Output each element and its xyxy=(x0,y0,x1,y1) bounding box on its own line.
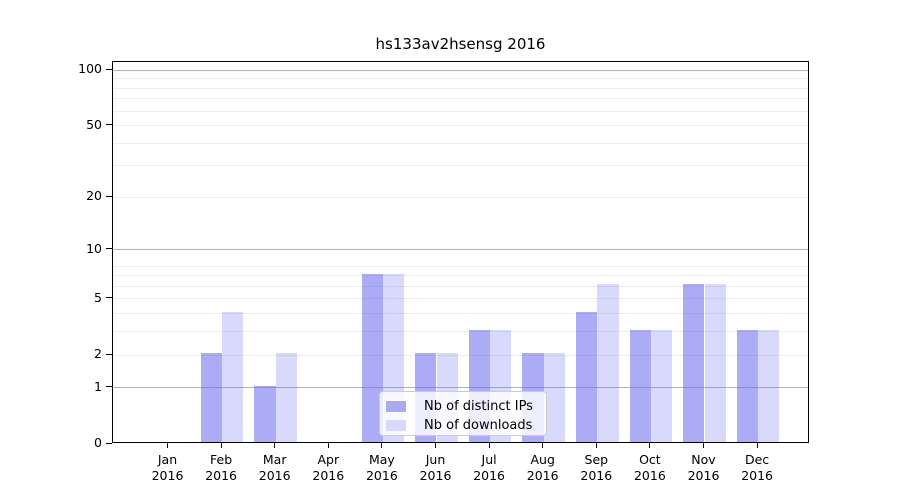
x-tick-mark xyxy=(595,443,597,448)
gridline-major xyxy=(113,249,808,251)
bar-distinct-ips xyxy=(361,273,383,442)
y-axis-tick-label: 2 xyxy=(94,346,102,362)
y-tick-mark xyxy=(106,386,112,388)
x-axis-tick-label: May 2016 xyxy=(365,452,398,483)
y-tick-mark xyxy=(106,353,112,355)
bar-downloads xyxy=(758,329,780,442)
y-axis-tick-label: 5 xyxy=(94,289,102,305)
x-tick-mark xyxy=(435,443,436,448)
x-tick-mark xyxy=(488,443,490,448)
x-axis-tick-label: Jul 2016 xyxy=(473,452,505,483)
gridline-minor xyxy=(113,196,808,198)
gridline-major xyxy=(113,387,808,389)
bar-distinct-ips xyxy=(736,329,759,442)
legend-swatch-downloads xyxy=(386,420,406,431)
x-axis-tick-label: Mar 2016 xyxy=(258,452,291,483)
gridline-minor xyxy=(113,275,808,277)
plot-area xyxy=(112,61,809,443)
x-axis-tick-label: Jan 2016 xyxy=(151,452,184,483)
legend-entry: Nb of downloads xyxy=(386,416,546,435)
y-axis-tick-label: 10 xyxy=(86,240,102,256)
gridline-minor xyxy=(113,331,808,333)
gridline-minor xyxy=(113,313,808,315)
gridline-minor xyxy=(113,98,808,100)
x-tick-mark xyxy=(274,443,276,448)
bar-distinct-ips xyxy=(575,311,598,442)
gridline-minor xyxy=(113,165,808,167)
gridline-minor xyxy=(113,125,808,127)
gridline-minor xyxy=(113,87,808,89)
x-axis-tick-label: Jun 2016 xyxy=(419,452,452,483)
x-axis-tick-label: Aug 2016 xyxy=(526,452,559,483)
y-axis-tick-label: 100 xyxy=(78,61,102,77)
x-axis-tick-label: Nov 2016 xyxy=(687,452,720,483)
legend-label: Nb of downloads xyxy=(424,418,533,433)
y-axis-tick-label: 1 xyxy=(94,378,102,394)
gridline-minor xyxy=(113,298,808,300)
gridline-minor xyxy=(113,78,808,80)
x-tick-mark xyxy=(327,443,329,448)
chart-title: hs133av2hsensg 2016 xyxy=(375,35,546,53)
gridline-minor xyxy=(113,142,808,144)
y-tick-mark xyxy=(106,195,112,197)
y-tick-mark xyxy=(106,297,112,299)
y-axis-tick-label: 50 xyxy=(86,116,102,132)
bar-distinct-ips xyxy=(683,284,705,442)
y-axis-tick-label: 0 xyxy=(94,435,102,450)
y-tick-mark xyxy=(106,124,112,126)
bar-downloads xyxy=(597,284,619,442)
y-axis-tick-label: 20 xyxy=(86,188,102,204)
bar-downloads xyxy=(650,329,673,442)
x-tick-mark xyxy=(381,443,383,448)
x-tick-mark xyxy=(167,443,168,448)
x-tick-mark xyxy=(220,443,222,448)
y-tick-mark xyxy=(106,68,112,70)
bar-downloads xyxy=(543,353,566,442)
gridline-minor xyxy=(113,285,808,287)
gridline-minor xyxy=(113,265,808,267)
y-tick-mark xyxy=(106,442,112,444)
x-axis-tick-label: Feb 2016 xyxy=(205,452,237,483)
x-axis-tick-label: Dec 2016 xyxy=(741,452,773,483)
bar-distinct-ips xyxy=(254,385,276,442)
x-tick-mark xyxy=(703,443,704,448)
legend-entry: Nb of distinct IPs xyxy=(386,397,546,416)
x-tick-mark xyxy=(649,443,651,448)
bar-downloads xyxy=(275,353,298,442)
x-tick-mark xyxy=(756,443,758,448)
bar-downloads xyxy=(704,284,726,442)
legend-label: Nb of distinct IPs xyxy=(424,399,533,414)
x-axis-tick-label: Apr 2016 xyxy=(312,452,345,483)
x-axis-tick-label: Sep 2016 xyxy=(580,452,613,483)
gridline-major xyxy=(113,69,808,71)
legend: Nb of distinct IPs Nb of downloads xyxy=(379,391,547,436)
bar-downloads xyxy=(222,311,244,442)
bar-distinct-ips xyxy=(200,353,223,442)
x-axis-tick-label: Oct 2016 xyxy=(633,452,666,483)
gridline-minor xyxy=(113,110,808,112)
x-tick-mark xyxy=(542,443,544,448)
legend-swatch-distinct-ips xyxy=(386,401,406,412)
bar-distinct-ips xyxy=(629,329,651,442)
gridline-minor xyxy=(113,354,808,356)
y-tick-mark xyxy=(106,248,112,250)
